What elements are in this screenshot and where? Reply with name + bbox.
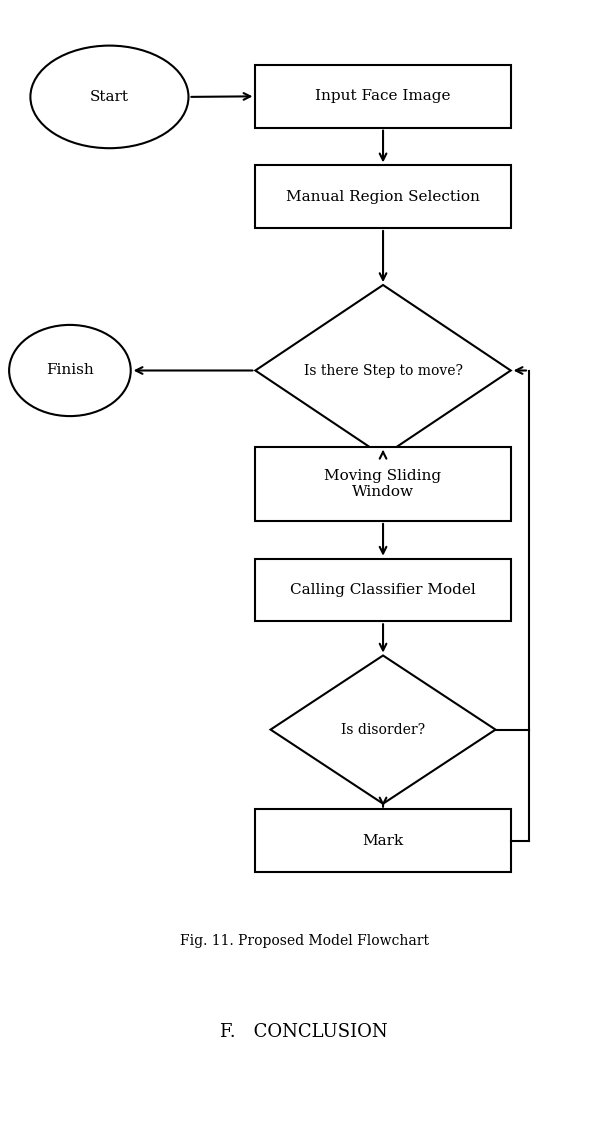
Text: Is disorder?: Is disorder?	[341, 723, 425, 736]
FancyBboxPatch shape	[255, 447, 511, 521]
Text: Is there Step to move?: Is there Step to move?	[303, 364, 463, 377]
Polygon shape	[255, 285, 511, 456]
Text: F. CONCLUSION: F. CONCLUSION	[220, 1023, 388, 1041]
Text: Mark: Mark	[362, 833, 404, 848]
Polygon shape	[271, 656, 496, 804]
Text: Start: Start	[90, 90, 129, 104]
Text: Manual Region Selection: Manual Region Selection	[286, 189, 480, 204]
Text: Calling Classifier Model: Calling Classifier Model	[290, 583, 476, 597]
Text: Input Face Image: Input Face Image	[316, 89, 451, 104]
FancyBboxPatch shape	[255, 165, 511, 228]
FancyBboxPatch shape	[255, 809, 511, 872]
FancyBboxPatch shape	[255, 65, 511, 128]
Ellipse shape	[9, 325, 131, 416]
Text: Finish: Finish	[46, 364, 94, 377]
Ellipse shape	[30, 46, 188, 148]
FancyBboxPatch shape	[255, 559, 511, 621]
Text: Fig. 11. Proposed Model Flowchart: Fig. 11. Proposed Model Flowchart	[179, 934, 429, 947]
Text: Moving Sliding
Window: Moving Sliding Window	[325, 469, 441, 499]
